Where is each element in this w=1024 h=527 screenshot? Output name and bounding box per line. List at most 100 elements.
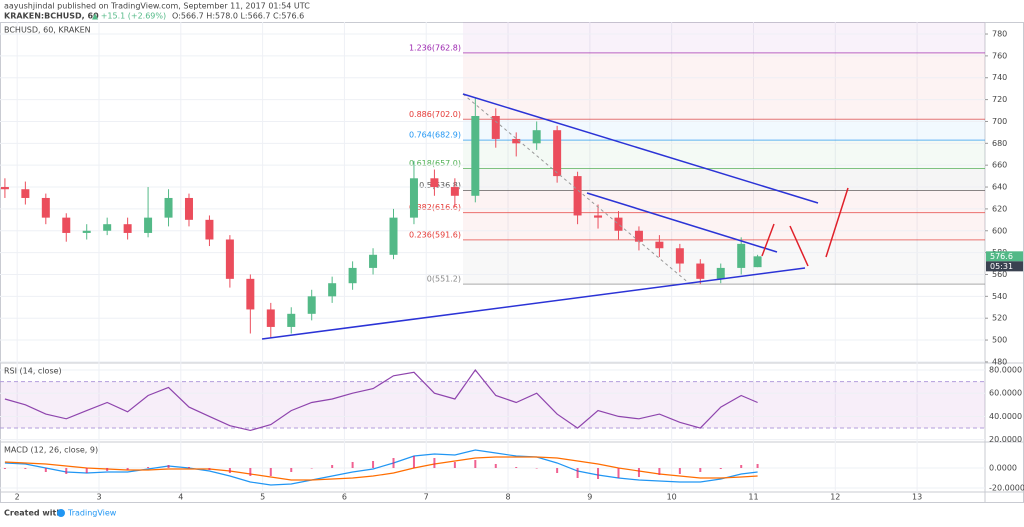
fib-band [463,140,985,169]
candle-body [737,243,746,268]
candle-body [0,187,9,190]
histogram-bar [187,467,190,468]
fib-label: 1.236(762.8) [409,43,461,52]
last-price-tag [986,251,1023,262]
histogram-bar [269,468,272,476]
series-line [4,449,758,486]
pane-title: BCHUSD, 60, KRAKEN [4,26,91,35]
candle-body [144,217,153,233]
histogram-bar [494,464,497,468]
y-tick-label: 760 [992,51,1007,60]
candle-body [62,217,71,233]
x-tick-label: 4 [178,493,183,502]
candle-body [287,313,296,327]
x-tick-label: 8 [505,493,510,502]
change: ▲ +15.1 (+2.69%) [92,12,166,21]
histogram-bar [576,468,579,478]
x-tick-label: 13 [912,493,922,502]
last-price-label: 576.6 [990,252,1013,261]
candle-body [246,278,255,310]
candle-body [471,115,480,196]
candle-body [430,178,439,188]
footer-created: Created with [4,509,62,518]
candle-body [266,309,275,327]
histogram-bar [740,465,743,468]
y-tick-label: 720 [992,95,1007,104]
histogram-bar [617,468,620,478]
plot-layer: 2 3 4 5 6 7 8 9 10 11 12 13 1.236(762.8) 0.886(702.0)… [0,22,1024,502]
histogram-bar [678,468,681,474]
y-tick-label: 540 [992,292,1007,301]
histogram-bar [637,468,640,477]
rsi-band [0,381,985,429]
fib-label: 0.382(616.6) [409,203,461,212]
symbol: KRAKEN:BCHUSD, 60 [4,12,99,21]
series-line [4,456,758,481]
candle-body [21,189,30,198]
candle-body [753,256,762,268]
fib-label: 0.5(636.8) [419,181,461,190]
histogram-bar [85,468,88,473]
x-tick-label: 11 [748,493,758,502]
histogram-bar [453,462,456,468]
brand-icon [57,509,65,517]
fib-label: 0.236(591.6) [409,230,461,239]
histogram-bar [249,468,252,476]
trend-line [462,93,819,204]
x-tick-label: 7 [424,493,429,502]
histogram-bar [535,468,538,469]
y-tick-label: 500 [992,336,1007,345]
y-tick-label: 20.0000 [989,435,1022,444]
candle-body [553,130,562,177]
y-tick-label: 600 [992,226,1007,235]
histogram-bar [44,468,47,472]
countdown-label: 05:31 [990,262,1013,271]
histogram-bar [719,468,722,469]
candle-body [491,115,500,139]
candle-body [348,267,357,284]
histogram-bar [597,468,600,479]
candle-body [184,197,193,220]
y-tick-label: 780 [992,30,1007,39]
fib-label: 0.764(682.9) [409,131,461,140]
candle-body [614,217,623,231]
candle-body [573,176,582,216]
projection-line [761,223,775,257]
pane-title: RSI (14, close) [4,367,62,376]
fib-label: 0.618(657.0) [409,159,461,168]
projection-line [789,225,809,267]
y-tick-label: 520 [992,314,1007,323]
y-tick-label: 660 [992,161,1007,170]
histogram-bar [331,465,334,468]
fib-label: 0.886(702.0) [409,110,461,119]
candle-body [205,219,214,240]
candle-body [594,215,603,218]
trend-line [586,192,778,253]
candle-body [41,197,50,218]
candle-body [675,248,684,264]
histogram-bar [372,461,375,468]
candle-body [369,254,378,268]
histogram-bar [3,468,6,469]
trend-line [261,267,806,340]
y-tick-label: 740 [992,73,1007,82]
candle-body [409,178,418,218]
histogram-bar [556,468,559,473]
candle-body [450,187,459,196]
y-tick-label: 480 [992,357,1007,366]
y-tick-label: -20.0000 [989,484,1024,493]
candle-body [82,230,91,233]
histogram-bar [756,464,759,468]
histogram-bar [474,460,477,468]
candle-body [389,217,398,255]
publish-line: aayushjindal published on TradingView.co… [4,2,310,11]
x-tick-label: 9 [587,493,592,502]
y-tick-label: 60.0000 [989,389,1022,398]
histogram-bar [106,468,109,471]
x-tick-label: 3 [96,493,101,502]
candle-body [634,230,643,242]
y-tick-label: 700 [992,117,1007,126]
histogram-bar [699,468,702,472]
x-tick-label: 10 [667,493,677,502]
